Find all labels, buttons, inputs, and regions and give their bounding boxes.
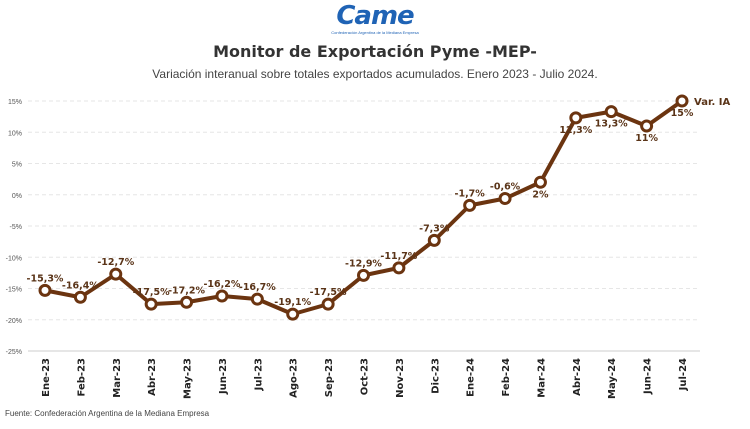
data-label: -12,7% — [97, 257, 134, 268]
data-label: -1,7% — [455, 188, 486, 199]
data-label: 2% — [532, 189, 549, 200]
data-point — [640, 119, 654, 133]
data-point — [215, 289, 229, 303]
data-point — [498, 192, 512, 205]
x-tick-label: Feb-23 — [76, 358, 87, 396]
data-point — [392, 261, 406, 275]
data-label: -12,9% — [345, 258, 382, 269]
x-tick-label: Jul-23 — [253, 358, 264, 391]
data-point — [144, 297, 158, 311]
x-tick-label: Abr-24 — [572, 358, 583, 396]
x-tick-label: May-23 — [183, 358, 194, 399]
y-tick-label: 10% — [8, 130, 22, 137]
data-point — [321, 297, 335, 311]
y-tick-label: -20% — [6, 318, 22, 325]
x-tick-label: Dic-23 — [430, 358, 441, 394]
chart-title: Monitor de Exportación Pyme -MEP- — [213, 42, 537, 61]
data-label: -16,7% — [239, 282, 276, 293]
x-tick-label: Feb-24 — [501, 358, 512, 396]
y-tick-label: -5% — [10, 224, 22, 231]
x-tick-label: May-24 — [607, 358, 618, 399]
x-tick-label: Jun-23 — [218, 358, 229, 395]
source-footer: Fuente: Confederación Argentina de la Me… — [5, 409, 210, 418]
x-tick-label: Ene-23 — [41, 358, 52, 397]
data-point — [73, 290, 87, 304]
y-tick-label: 0% — [12, 193, 22, 200]
x-tick-label: Nov-23 — [395, 358, 406, 398]
logo-wordmark: Came — [336, 1, 414, 31]
data-point — [357, 268, 370, 282]
data-label: -7,3% — [419, 223, 450, 234]
logo-subtitle: Confederación Argentina de la Mediana Em… — [331, 30, 419, 35]
data-label: -17,5% — [133, 287, 170, 298]
data-label: -17,2% — [168, 285, 205, 296]
y-tick-label: -10% — [6, 255, 22, 262]
data-point — [675, 94, 689, 108]
y-tick-label: -25% — [6, 349, 22, 356]
data-point — [109, 267, 123, 281]
data-label: 15% — [671, 108, 694, 119]
data-label: -17,5% — [310, 287, 347, 298]
data-label: -16,2% — [203, 279, 240, 290]
data-point — [463, 198, 477, 212]
x-tick-label: Sep-23 — [324, 358, 335, 397]
data-label: 13,3% — [595, 119, 628, 130]
data-point — [533, 175, 547, 189]
x-tick-label: Ago-23 — [289, 358, 300, 398]
y-tick-label: 5% — [12, 162, 22, 169]
x-tick-label: Ene-24 — [466, 358, 477, 397]
data-label: 12,3% — [559, 125, 592, 136]
data-label: -11,7% — [380, 251, 417, 262]
x-tick-label: Oct-23 — [360, 358, 371, 395]
x-tick-label: Jul-24 — [678, 358, 689, 391]
data-point — [569, 111, 583, 125]
y-tick-label: -15% — [6, 287, 22, 294]
data-point — [286, 307, 300, 321]
x-tick-label: Mar-24 — [536, 358, 547, 398]
y-tick-label: 15% — [8, 99, 22, 106]
data-label: -0,6% — [490, 182, 521, 193]
data-point — [180, 295, 194, 309]
x-tick-label: Jun-24 — [643, 358, 654, 395]
data-point — [427, 233, 441, 247]
data-label: -19,1% — [274, 297, 311, 308]
data-point — [250, 292, 264, 306]
data-point — [38, 283, 52, 297]
x-tick-label: Mar-23 — [112, 358, 123, 398]
x-tick-label: Abr-23 — [147, 358, 158, 396]
series-name-label: Var. IA — [694, 97, 730, 108]
came-logo: Came Confederación Argentina de la Media… — [320, 2, 430, 35]
data-point — [604, 105, 618, 119]
chart-subtitle: Variación interanual sobre totales expor… — [152, 67, 598, 81]
data-label: -15,3% — [27, 273, 64, 284]
data-label: -16,4% — [62, 280, 99, 291]
data-label: 11% — [635, 133, 658, 144]
